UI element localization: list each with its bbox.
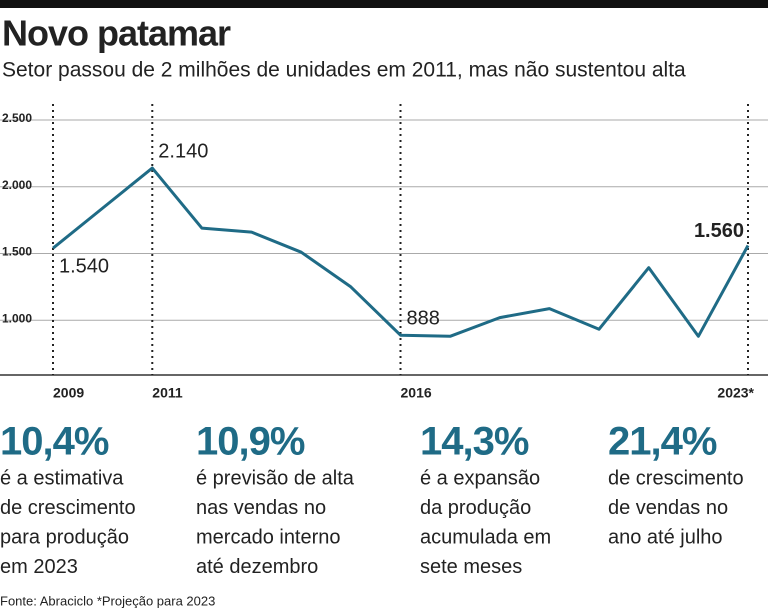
data-label: 2.140 <box>158 140 208 162</box>
stat-text: mercado interno <box>196 526 341 548</box>
x-tick-label: 2023* <box>717 385 754 401</box>
stat-value: 10,9% <box>196 420 305 464</box>
y-tick-label: 1.500 <box>2 245 32 259</box>
data-label: 888 <box>407 307 440 329</box>
stat-text: da produção <box>420 497 531 519</box>
source: Fonte: Abraciclo *Projeção para 2023 <box>0 593 215 608</box>
stat-text: em 2023 <box>0 556 78 578</box>
stat-text: até dezembro <box>196 556 318 578</box>
y-tick-label: 2.000 <box>2 178 32 192</box>
data-line <box>52 166 750 338</box>
stat-value: 21,4% <box>608 420 717 464</box>
data-label: 1.540 <box>59 255 109 277</box>
stat-text: nas vendas no <box>196 497 326 519</box>
data-label: 1.560 <box>694 220 744 242</box>
stat-text: sete meses <box>420 556 522 578</box>
stat-text: para produção <box>0 526 129 548</box>
stat-text: ano até julho <box>608 526 723 548</box>
stat-text: de crescimento <box>608 467 744 489</box>
stat-text: é previsão de alta <box>196 467 355 489</box>
y-tick-label: 1.000 <box>2 311 32 325</box>
top-bar <box>0 0 768 8</box>
stat-text: de crescimento <box>0 497 136 519</box>
x-tick-label: 2009 <box>53 385 84 401</box>
stat-value: 14,3% <box>420 420 529 464</box>
stat-text: acumulada em <box>420 526 551 548</box>
x-tick-label: 2011 <box>152 385 183 401</box>
stat-text: é a estimativa <box>0 467 124 489</box>
y-tick-label: 2.500 <box>2 111 32 125</box>
chart-title: Novo patamar <box>2 13 231 54</box>
stat-value: 10,4% <box>0 420 109 464</box>
chart-subtitle: Setor passou de 2 milhões de unidades em… <box>2 59 686 82</box>
stat-text: é a expansão <box>420 467 540 489</box>
stat-text: de vendas no <box>608 497 728 519</box>
x-tick-label: 2016 <box>401 385 432 401</box>
